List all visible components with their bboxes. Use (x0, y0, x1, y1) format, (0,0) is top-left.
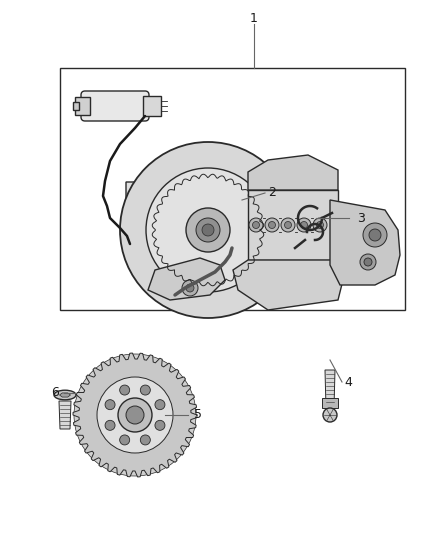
Circle shape (186, 208, 230, 252)
Text: 6: 6 (51, 386, 59, 400)
Circle shape (364, 258, 372, 266)
Text: 2: 2 (268, 187, 276, 199)
Polygon shape (60, 393, 71, 397)
Circle shape (120, 435, 130, 445)
Circle shape (323, 408, 337, 422)
Circle shape (134, 189, 141, 196)
FancyBboxPatch shape (322, 398, 338, 408)
Circle shape (202, 224, 214, 236)
Circle shape (265, 218, 279, 232)
Circle shape (105, 400, 115, 410)
Circle shape (268, 222, 276, 229)
Circle shape (153, 207, 159, 213)
Circle shape (182, 280, 198, 296)
Text: 3: 3 (357, 212, 365, 224)
Circle shape (186, 284, 194, 292)
Circle shape (297, 218, 311, 232)
Circle shape (360, 254, 376, 270)
FancyBboxPatch shape (143, 96, 161, 116)
Circle shape (155, 400, 165, 410)
Circle shape (285, 222, 292, 229)
Polygon shape (126, 182, 170, 222)
Circle shape (105, 421, 115, 430)
Text: 5: 5 (194, 408, 202, 422)
FancyBboxPatch shape (81, 91, 149, 121)
Polygon shape (59, 401, 71, 429)
Text: 4: 4 (344, 376, 352, 389)
Circle shape (249, 218, 263, 232)
Text: 1: 1 (250, 12, 258, 25)
Circle shape (281, 218, 295, 232)
FancyBboxPatch shape (73, 102, 79, 110)
Polygon shape (330, 200, 400, 285)
FancyBboxPatch shape (248, 190, 338, 260)
Circle shape (140, 435, 150, 445)
Polygon shape (148, 258, 225, 300)
Circle shape (317, 222, 324, 229)
Circle shape (120, 142, 296, 318)
Circle shape (126, 406, 144, 424)
Circle shape (300, 222, 307, 229)
Circle shape (252, 222, 259, 229)
Circle shape (118, 398, 152, 432)
Circle shape (150, 204, 162, 216)
Polygon shape (73, 353, 197, 477)
Circle shape (140, 385, 150, 395)
Circle shape (369, 229, 381, 241)
Circle shape (131, 185, 145, 199)
Circle shape (97, 377, 173, 453)
Polygon shape (325, 370, 335, 408)
Circle shape (74, 354, 196, 476)
FancyBboxPatch shape (75, 97, 90, 115)
Circle shape (120, 385, 130, 395)
Circle shape (196, 218, 220, 242)
Circle shape (155, 421, 165, 430)
Circle shape (363, 223, 387, 247)
Polygon shape (233, 260, 343, 310)
Circle shape (313, 218, 327, 232)
Polygon shape (248, 155, 338, 190)
Circle shape (146, 168, 270, 292)
Ellipse shape (54, 390, 76, 400)
